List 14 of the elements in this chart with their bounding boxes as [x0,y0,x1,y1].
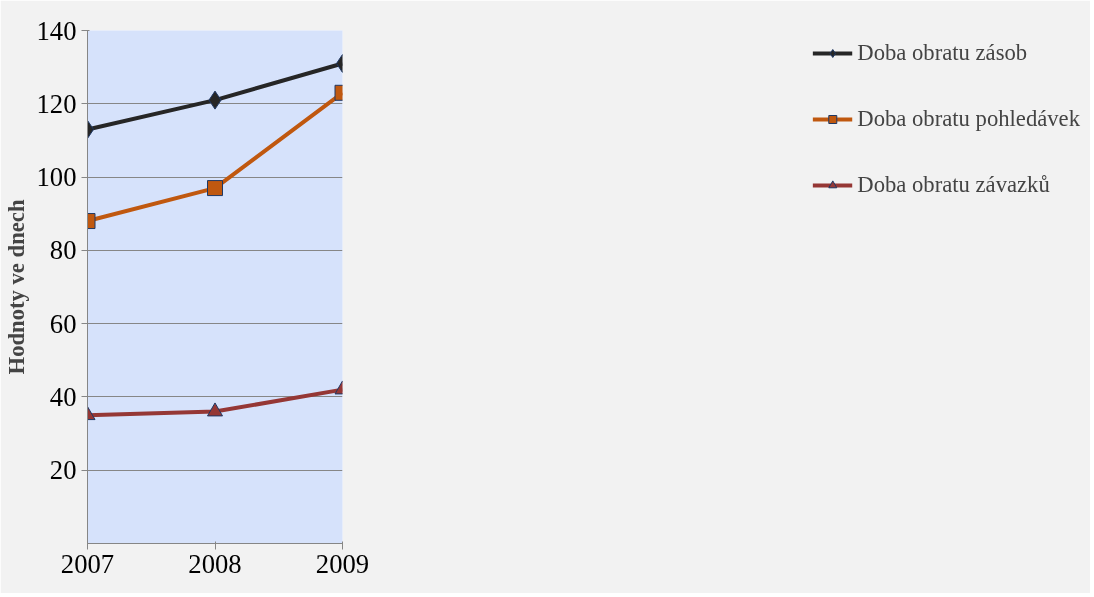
legend-label: Doba obratu zásob [857,40,1028,66]
y-axis-title: Hodnoty ve dnech [3,199,29,375]
legend-label: Doba obratu závazků [857,172,1050,198]
y-tick-label: 60 [49,308,77,339]
x-tick-label: 2007 [60,548,115,579]
y-tick-label: 120 [36,88,77,119]
y-tick-label: 40 [49,381,77,412]
x-tick-label: 2009 [315,548,370,579]
y-tick-label: 20 [49,455,77,486]
y-tick-label: 100 [36,162,77,193]
legend-label: Doba obratu pohledávek [857,106,1080,132]
y-tick-label: 140 [36,15,77,46]
y-tick-label: 80 [49,235,77,266]
x-tick-label: 2008 [188,548,242,579]
